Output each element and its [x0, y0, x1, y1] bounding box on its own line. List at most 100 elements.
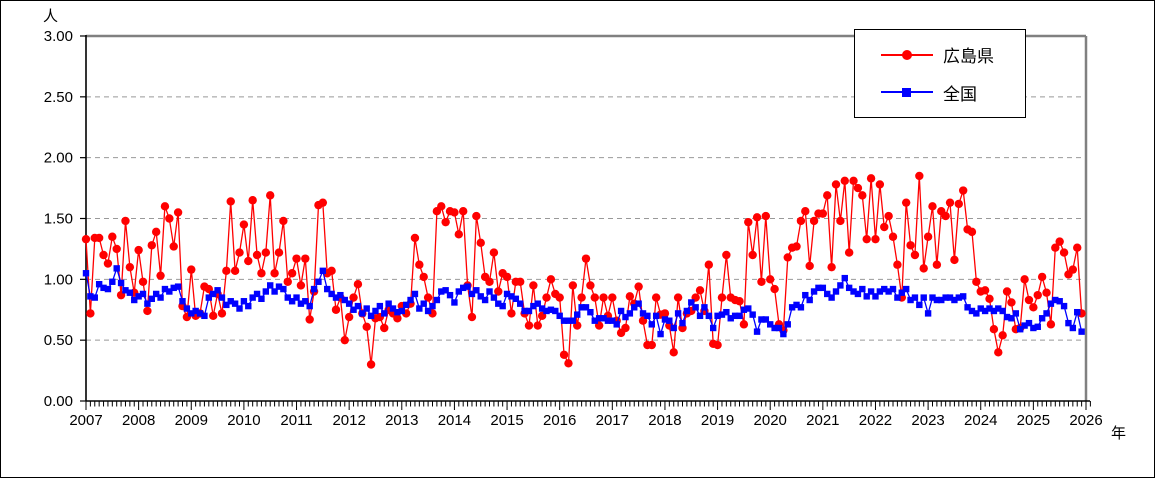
data-point: [714, 312, 721, 320]
data-point: [1038, 315, 1046, 322]
data-point: [651, 293, 661, 302]
data-point: [454, 230, 464, 239]
data-point: [1012, 310, 1020, 317]
data-point: [481, 296, 489, 304]
data-point: [560, 317, 568, 324]
data-point: [1024, 295, 1034, 305]
data-point: [885, 288, 892, 295]
data-point: [525, 307, 533, 315]
data-point: [324, 285, 331, 293]
data-point: [796, 216, 806, 226]
data-point: [954, 199, 964, 209]
data-point: [792, 242, 801, 251]
data-point: [442, 287, 449, 294]
x-tick-label: 2012: [332, 412, 365, 429]
data-point: [429, 302, 436, 310]
data-point: [722, 250, 731, 260]
x-tick-label: 2019: [701, 412, 734, 429]
data-point: [884, 211, 893, 221]
x-tick-label: 2023: [911, 412, 944, 429]
legend-label-national: 全国: [943, 84, 977, 104]
data-point: [416, 305, 423, 312]
data-point: [100, 284, 107, 292]
data-point: [354, 302, 362, 310]
data-point: [315, 278, 322, 285]
data-point: [599, 293, 608, 302]
data-point: [381, 310, 388, 317]
data-point: [679, 319, 686, 327]
data-point: [441, 217, 450, 227]
data-point: [920, 294, 927, 301]
data-point: [446, 291, 454, 299]
data-point: [994, 348, 1003, 357]
data-point: [893, 260, 902, 269]
data-point: [758, 316, 765, 323]
data-point: [279, 216, 288, 226]
x-tick-label: 2007: [69, 412, 102, 429]
data-point: [932, 260, 942, 269]
data-point: [840, 176, 849, 185]
data-point: [533, 321, 542, 330]
data-point: [568, 281, 578, 290]
data-point: [433, 296, 441, 304]
x-tick-label: 2022: [859, 412, 892, 429]
data-point: [639, 310, 647, 317]
data-point: [634, 282, 643, 291]
data-point: [1078, 328, 1085, 335]
data-point: [81, 234, 91, 244]
data-point: [718, 311, 726, 318]
data-point: [253, 290, 261, 298]
data-point: [916, 301, 923, 309]
x-tick-label: 2009: [175, 412, 208, 429]
data-point: [945, 198, 955, 207]
data-point: [424, 307, 432, 315]
data-point: [538, 305, 546, 312]
legend-box: 広島県 全国: [854, 29, 1026, 118]
data-point: [1042, 288, 1051, 297]
data-point: [476, 238, 485, 248]
data-point: [958, 186, 968, 195]
x-tick-label: 2015: [490, 412, 523, 429]
data-point: [394, 308, 401, 316]
data-point: [858, 191, 867, 200]
data-point: [367, 312, 375, 320]
data-point: [239, 220, 249, 229]
data-point: [423, 293, 433, 302]
data-point: [723, 308, 730, 316]
data-point: [495, 300, 502, 307]
data-point: [546, 275, 556, 284]
data-point: [1046, 320, 1056, 329]
data-point: [660, 309, 670, 318]
data-point: [739, 320, 749, 329]
data-point: [1007, 298, 1016, 307]
data-point: [837, 282, 844, 289]
data-point: [622, 313, 629, 321]
data-point: [87, 293, 94, 300]
data-point: [389, 305, 397, 312]
data-point: [319, 267, 327, 275]
data-point: [793, 301, 800, 309]
data-point: [161, 285, 169, 293]
data-point: [86, 309, 95, 318]
data-point: [297, 300, 305, 307]
data-point: [559, 350, 569, 359]
data-point: [771, 324, 778, 332]
data-point: [941, 211, 950, 221]
data-point: [919, 264, 928, 273]
data-point: [972, 277, 981, 286]
data-point: [836, 216, 845, 226]
data-point: [157, 294, 164, 301]
data-point: [564, 359, 573, 368]
data-point: [609, 317, 616, 324]
data-point: [981, 307, 989, 315]
data-point: [366, 360, 376, 369]
data-point: [762, 316, 770, 323]
data-point: [621, 323, 630, 333]
data-point: [980, 286, 990, 295]
x-tick-label: 2011: [280, 412, 312, 429]
data-point: [143, 306, 152, 316]
data-point: [486, 288, 493, 295]
data-point: [824, 290, 831, 298]
legend-item-hiroshima: 広島県: [881, 42, 1025, 67]
data-point: [683, 307, 691, 315]
